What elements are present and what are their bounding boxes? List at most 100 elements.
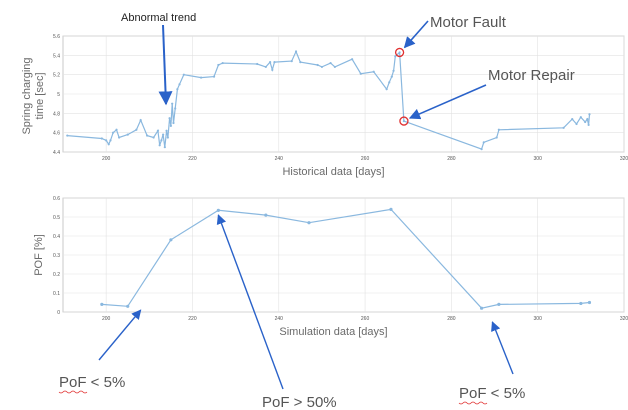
data-point xyxy=(105,139,108,142)
data-point xyxy=(316,63,319,67)
data-point xyxy=(390,75,393,78)
data-point xyxy=(162,133,165,136)
data-point xyxy=(100,302,104,306)
data-point xyxy=(329,61,332,65)
x-tick-label: 280 xyxy=(447,316,456,322)
data-point xyxy=(169,238,173,242)
series-line xyxy=(67,49,591,150)
y-tick-label: 4.8 xyxy=(53,111,60,117)
y-tick-label: 4.4 xyxy=(53,150,60,156)
data-point xyxy=(146,134,149,137)
x-tick-label: 260 xyxy=(361,316,370,322)
annotation-motor-repair: Motor Repair xyxy=(488,67,575,84)
data-point xyxy=(199,76,203,79)
data-point xyxy=(497,302,501,306)
pof-low-left-arrow xyxy=(98,309,142,361)
data-point xyxy=(118,136,121,139)
data-point xyxy=(169,124,172,127)
x-tick-label: 320 xyxy=(620,316,628,322)
data-point xyxy=(163,146,166,149)
annotation-abnormal-trend: Abnormal trend xyxy=(121,12,196,24)
data-point xyxy=(172,121,175,125)
motor-repair-arrow xyxy=(408,84,487,120)
y-tick-label: 5.4 xyxy=(53,53,60,59)
data-point xyxy=(156,129,160,132)
motor-repair-circle xyxy=(399,116,409,126)
data-point xyxy=(158,144,161,147)
y-tick-label: 5.6 xyxy=(53,34,60,40)
y-tick-label: 5.2 xyxy=(53,73,60,79)
y-tick-label: 0.5 xyxy=(53,215,60,221)
annotation-motor-fault: Motor Fault xyxy=(430,14,507,31)
data-point xyxy=(394,55,397,58)
data-point xyxy=(182,73,185,76)
data-point xyxy=(221,61,224,65)
x-axis-label: Simulation data [days] xyxy=(279,326,387,338)
annotation-pof-low-right: PoF < 5% xyxy=(459,385,525,402)
data-point xyxy=(109,139,112,142)
data-point xyxy=(579,116,582,119)
data-point xyxy=(575,122,578,126)
data-point xyxy=(385,88,388,91)
spellcheck-underline-right xyxy=(458,401,488,405)
y-tick-label: 0 xyxy=(57,310,60,316)
data-point xyxy=(126,133,129,136)
data-point xyxy=(269,61,272,64)
data-point xyxy=(212,75,216,78)
annotation-pof-high: PoF > 50% xyxy=(262,394,337,410)
data-point xyxy=(168,117,171,120)
data-point xyxy=(264,65,267,69)
data-point xyxy=(66,134,69,137)
y-tick-label: 0.1 xyxy=(53,291,60,297)
data-point xyxy=(160,139,163,142)
spellcheck-underline-left xyxy=(58,390,88,394)
x-tick-label: 200 xyxy=(102,156,111,162)
data-point xyxy=(264,213,268,217)
x-tick-label: 240 xyxy=(275,156,284,162)
y-tick-label: 0.3 xyxy=(53,253,60,259)
data-point xyxy=(139,119,142,122)
data-point xyxy=(587,300,592,305)
data-point xyxy=(372,70,375,73)
data-point xyxy=(320,65,324,69)
motor-fault-arrow xyxy=(403,20,429,49)
data-point xyxy=(271,68,274,71)
data-point xyxy=(174,107,177,110)
x-axis-label: Historical data [days] xyxy=(282,166,384,178)
data-point xyxy=(294,50,298,53)
data-point xyxy=(497,128,500,131)
historical-chart: 200 220 240 260 280 300 320 4.4 4.6 4.8 5 5.2 5.4 5.6… xyxy=(21,34,628,178)
data-point xyxy=(126,304,130,308)
y-axis-label-line: time [sec] xyxy=(34,72,46,119)
y-tick-label: 0.4 xyxy=(53,234,60,240)
data-point xyxy=(178,83,181,86)
pof-low-right-arrow xyxy=(491,321,514,375)
data-point xyxy=(571,118,574,121)
y-tick-label: 0.2 xyxy=(53,272,60,278)
data-point xyxy=(273,61,276,64)
data-point xyxy=(290,60,293,63)
data-point xyxy=(256,62,259,66)
data-point xyxy=(398,51,401,54)
data-point xyxy=(100,137,103,140)
data-point xyxy=(165,129,168,132)
data-point xyxy=(388,81,391,84)
annotation-pof-low-left: PoF < 5% xyxy=(59,374,125,391)
data-point xyxy=(166,136,169,139)
simulation-chart: 200 220 240 260 280 300 320 0 0.1 0.2 0.3 0.4 0.5 0.6… xyxy=(33,196,628,338)
x-tick-label: 200 xyxy=(102,316,111,322)
x-tick-label: 300 xyxy=(534,156,543,162)
data-point xyxy=(135,128,138,131)
x-tick-label: 220 xyxy=(188,316,197,322)
data-point xyxy=(299,61,302,64)
data-point xyxy=(389,207,393,211)
data-point xyxy=(482,141,485,144)
data-point xyxy=(171,102,174,105)
motor-fault-circle xyxy=(394,47,405,58)
data-point xyxy=(333,65,336,69)
y-tick-label: 4.6 xyxy=(53,131,60,137)
y-axis-label: POF [%] xyxy=(33,234,45,276)
data-point xyxy=(307,221,311,225)
y-axis-label-line: Spring charging xyxy=(21,57,33,134)
